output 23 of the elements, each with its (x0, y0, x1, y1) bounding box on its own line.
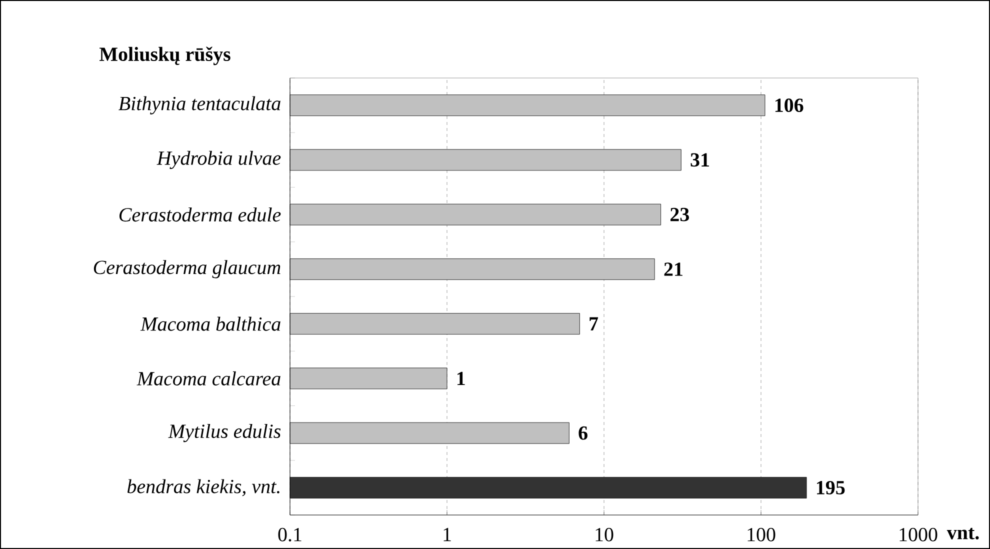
data-label: 23 (670, 208, 689, 222)
y-axis-title: Moliuskų rūšys (99, 46, 230, 66)
data-label: 6 (578, 426, 588, 440)
y-tick-label: Macoma balthica (140, 316, 280, 331)
data-label: 1 (457, 372, 465, 386)
y-tick-label: Macoma calcarea (136, 371, 280, 386)
y-tick-label: bendras kiekis, vnt. (127, 479, 280, 496)
y-tick-label: Bithynia tentaculata (118, 96, 280, 114)
data-label: 106 (775, 98, 804, 112)
y-tick-label: Hydrobia ulvae (156, 150, 281, 170)
data-label: 31 (690, 153, 709, 167)
x-tick-label: 1000 (900, 528, 938, 542)
x-axis-title: vnt. (946, 528, 979, 540)
y-tick-label: Cerastoderma edule (119, 208, 281, 222)
data-label: 7 (590, 317, 598, 330)
x-tick-label: 100 (748, 528, 776, 542)
x-tick-label: 10 (596, 528, 614, 542)
x-tick-label: 1 (444, 528, 451, 542)
y-tick-label: Cerastoderma glaucum (94, 260, 280, 278)
data-label: 21 (664, 262, 682, 276)
x-tick-label: 0.1 (278, 528, 302, 542)
data-label: 195 (817, 480, 845, 494)
y-tick-label: Mytilus edulis (168, 424, 281, 442)
